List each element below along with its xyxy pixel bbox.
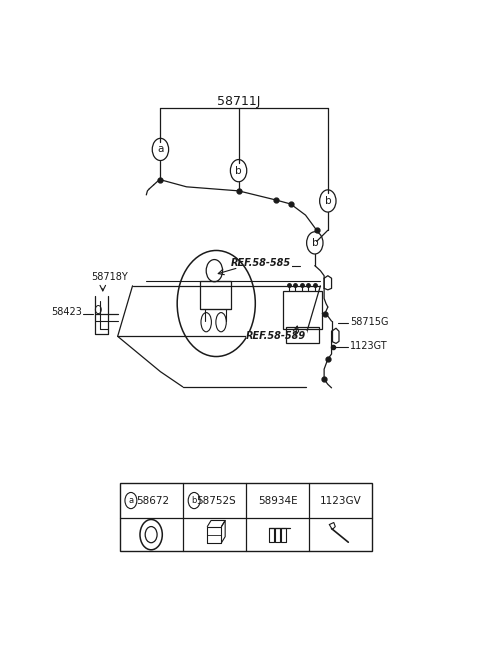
Text: REF.58-589: REF.58-589 bbox=[246, 331, 306, 341]
Text: 1123GT: 1123GT bbox=[350, 341, 388, 352]
Text: b: b bbox=[235, 166, 242, 176]
Text: 58718Y: 58718Y bbox=[92, 272, 128, 282]
Text: REF.58-585: REF.58-585 bbox=[231, 258, 291, 268]
Text: 58423: 58423 bbox=[51, 307, 83, 317]
Text: 58711J: 58711J bbox=[217, 95, 260, 108]
Text: b: b bbox=[192, 496, 197, 505]
Text: 58752S: 58752S bbox=[196, 495, 236, 506]
Text: 58672: 58672 bbox=[136, 495, 169, 506]
Text: 1123GV: 1123GV bbox=[320, 495, 362, 506]
Text: 58934E: 58934E bbox=[258, 495, 298, 506]
Text: a: a bbox=[157, 144, 164, 154]
Text: a: a bbox=[128, 496, 133, 505]
Text: b: b bbox=[324, 196, 331, 206]
Text: 58715G: 58715G bbox=[350, 318, 389, 327]
Text: b: b bbox=[312, 238, 318, 248]
